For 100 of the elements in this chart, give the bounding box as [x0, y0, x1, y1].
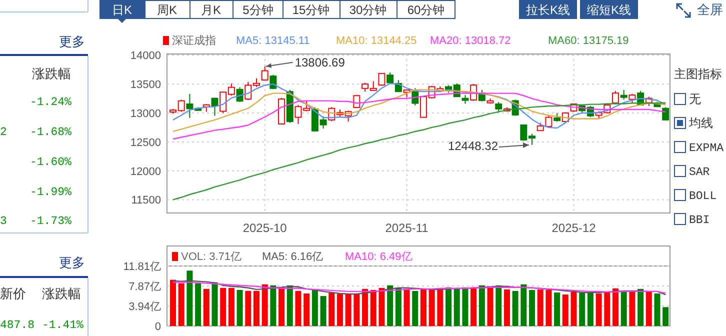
- text: EXPMA: [689, 142, 724, 155]
- bar: [253, 290, 260, 326]
- bar: [286, 285, 293, 326]
- y-tick-label: 12000: [130, 166, 161, 178]
- text: -1.41%: [42, 319, 84, 332]
- bar: [220, 288, 226, 326]
- text: 涨跌幅: [32, 66, 71, 81]
- text: MA10: 6.49亿: [345, 251, 412, 263]
- bar: [629, 292, 636, 326]
- bar: [295, 290, 302, 326]
- text: MA20: 13018.72: [430, 35, 511, 47]
- bar: [345, 294, 352, 326]
- bar: [245, 290, 252, 326]
- bar: [504, 289, 510, 326]
- x-tick-label: 2025-12: [552, 221, 596, 235]
- bar: [579, 292, 586, 326]
- bar: [612, 288, 619, 326]
- text: 487.8: [0, 319, 35, 332]
- bar: [236, 290, 243, 326]
- line-series: [172, 89, 666, 132]
- bar: [262, 284, 268, 326]
- bar: [362, 288, 368, 326]
- bar: [212, 282, 218, 326]
- bar: [328, 292, 335, 326]
- bar: [446, 287, 452, 326]
- text: 15分钟: [292, 3, 330, 17]
- bar: [428, 288, 435, 326]
- text: MA60: 13175.19: [548, 35, 629, 47]
- y-tick-label: 3.94亿: [128, 300, 161, 313]
- y-tick-label: 11.81亿: [123, 261, 161, 273]
- text: 全屏: [697, 2, 723, 17]
- text: -1.68%: [30, 126, 72, 139]
- text: 新价: [0, 286, 26, 301]
- text: MA10: 13144.25: [336, 35, 417, 47]
- text: 无: [689, 92, 701, 106]
- text: 2: [0, 126, 7, 139]
- bar: [304, 293, 310, 326]
- bar: [454, 288, 460, 326]
- bar: [270, 285, 276, 326]
- bar: [387, 285, 394, 326]
- text: 周K: [156, 3, 178, 17]
- bar: [604, 292, 610, 326]
- text: MA5: 6.16亿: [262, 251, 324, 263]
- bar: [662, 307, 669, 326]
- bar: [596, 293, 602, 326]
- x-tick-label: 2025-11: [385, 221, 429, 235]
- bar: [312, 290, 318, 326]
- bar: [462, 287, 468, 326]
- bar: [638, 288, 644, 326]
- text: 5分钟: [242, 3, 274, 17]
- y-tick-label: 14000: [130, 50, 161, 62]
- bar: [178, 283, 184, 326]
- bar: [562, 294, 568, 326]
- bar: [186, 270, 193, 326]
- bar: [404, 288, 410, 326]
- bar: [654, 293, 660, 326]
- bar: [520, 284, 527, 326]
- bar: [437, 289, 444, 326]
- text: 缩短K线: [586, 3, 632, 17]
- bar: [395, 288, 402, 326]
- text: 更多: [59, 34, 85, 49]
- y-tick-label: 13000: [130, 108, 161, 120]
- text: -1.60%: [30, 156, 72, 169]
- text: BBI: [689, 214, 710, 227]
- line-series: [172, 92, 666, 140]
- text: -1.99%: [30, 186, 72, 199]
- bar: [646, 290, 652, 326]
- text: 拉长K线: [526, 3, 570, 17]
- bar: [478, 285, 485, 326]
- bar: [170, 280, 176, 326]
- legend-label: 深证成指: [172, 34, 216, 47]
- bar: [470, 287, 477, 326]
- annotation: 12448.32: [448, 139, 498, 153]
- y-tick-label: 0: [154, 321, 161, 333]
- y-tick-label: 7.87亿: [128, 281, 161, 294]
- y-tick-label: 12500: [130, 136, 161, 149]
- text: 更多: [59, 255, 85, 270]
- y-tick-label: 11500: [131, 194, 161, 207]
- bar: [554, 292, 560, 326]
- y-tick-label: 13500: [130, 79, 161, 92]
- text: 60分钟: [407, 3, 445, 17]
- bar: [512, 290, 518, 326]
- bar: [546, 290, 552, 326]
- text: 日K: [112, 3, 132, 17]
- bar: [587, 292, 594, 326]
- text: 主图指标: [674, 67, 722, 81]
- text: 30分钟: [349, 3, 387, 17]
- bar: [336, 294, 343, 326]
- text: -1.73%: [30, 215, 72, 228]
- bar: [529, 290, 536, 326]
- bar: [370, 290, 376, 326]
- bar: [487, 286, 494, 326]
- bar: [195, 283, 202, 326]
- bar: [570, 292, 577, 326]
- annotation: 13806.69: [294, 55, 346, 70]
- bar: [320, 296, 326, 326]
- bar: [203, 288, 210, 326]
- bar: [496, 285, 502, 326]
- text: SAR: [689, 166, 710, 179]
- x-tick-label: 2025-10: [242, 221, 288, 235]
